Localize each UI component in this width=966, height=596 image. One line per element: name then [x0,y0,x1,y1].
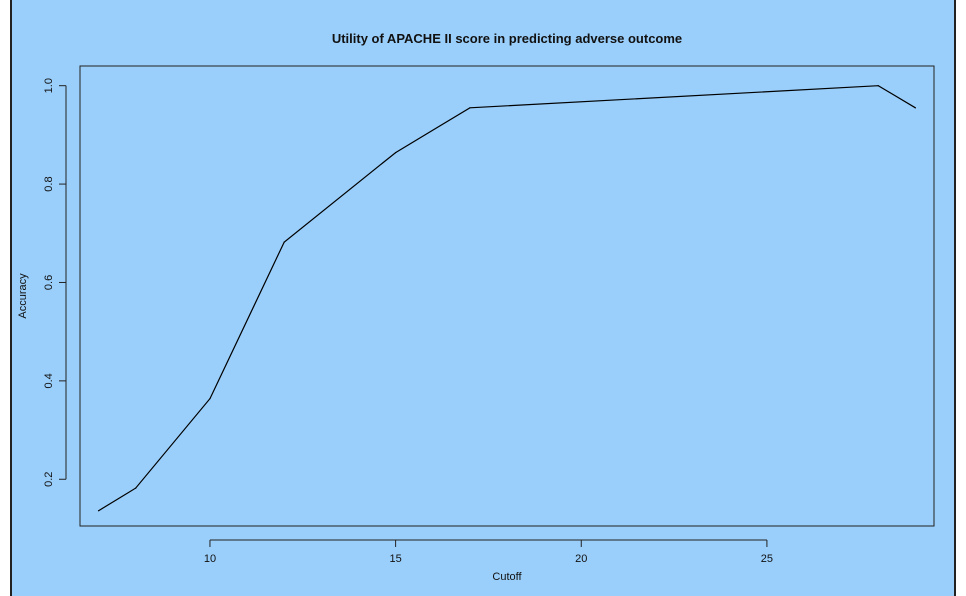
data-point [469,107,471,109]
data-point [97,510,100,512]
y-tick-label: 0.6 [43,275,55,290]
x-axis: 10 15 20 25 [204,539,773,565]
y-tick-label: 1.0 [43,78,55,93]
chart-title: Utility of APACHE II score in predicting… [332,31,682,46]
data-point [209,397,211,400]
y-tick-label: 0.2 [43,472,55,487]
data-point [283,241,285,243]
chart-frame [10,0,956,596]
data-point [395,151,397,154]
y-axis: 0.2 0.4 0.6 0.8 1.0 [43,78,67,487]
x-tick-label: 10 [204,553,216,565]
data-point [877,85,879,87]
x-axis-label: Cutoff [492,571,522,583]
plot-box [79,65,935,527]
x-tick-label: 25 [761,553,773,565]
x-tick-label: 20 [575,553,587,565]
y-axis-label: Accuracy [17,273,29,319]
series-layer [97,85,917,512]
y-tick-label: 0.8 [43,176,55,191]
series-line [98,85,916,512]
data-point [914,107,917,109]
x-tick-label: 15 [389,553,401,565]
data-point [135,487,137,489]
y-tick-label: 0.4 [43,373,55,388]
